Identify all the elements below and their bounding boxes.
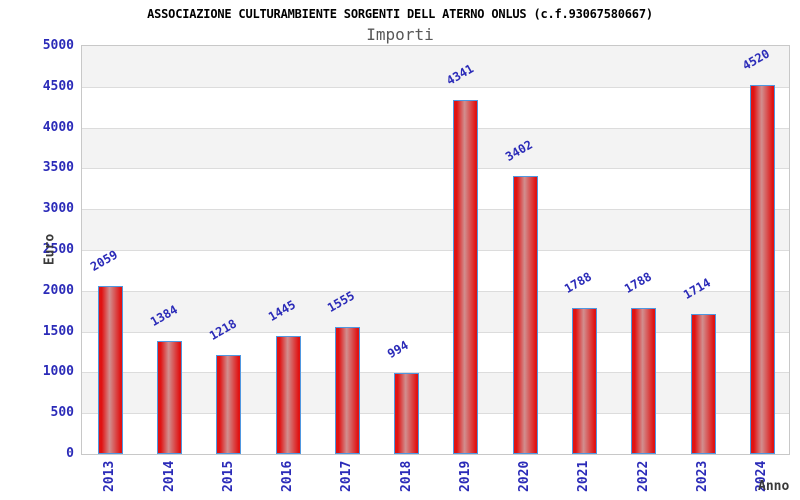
y-tick-label: 4000 (42, 119, 74, 135)
y-tick-label: 5000 (42, 38, 74, 53)
grid-band (82, 250, 789, 291)
x-tick-label: 2016 (280, 460, 295, 492)
x-tick-label: 2020 (517, 460, 532, 492)
x-tick-label: 2018 (399, 460, 414, 492)
x-tick-label: 2017 (339, 460, 354, 492)
bar (157, 341, 182, 454)
bar (572, 308, 597, 454)
grid-band (82, 209, 789, 250)
bar (750, 85, 775, 454)
grid-band (82, 290, 789, 332)
bar (276, 336, 301, 454)
x-tick-label: 2021 (576, 460, 591, 492)
bar (691, 314, 716, 454)
grid-band (82, 372, 789, 414)
y-tick-label: 4500 (42, 78, 74, 94)
x-tick-label: 2015 (221, 460, 236, 492)
bar (453, 100, 478, 454)
y-tick-label: 1500 (42, 323, 74, 339)
y-tick-label: 2500 (42, 242, 74, 257)
x-axis-title: Anno (758, 479, 790, 494)
bar (216, 355, 241, 454)
y-tick-label: 1000 (42, 364, 74, 380)
bar (335, 327, 360, 454)
plot-area (81, 45, 790, 455)
y-axis-title: Euro (42, 233, 58, 266)
y-tick-label: 3000 (42, 201, 74, 217)
y-tick-label: 2000 (42, 282, 74, 298)
x-tick-label: 2023 (695, 460, 710, 492)
bar (513, 176, 538, 454)
grid-band (82, 86, 789, 128)
grid-band (82, 168, 789, 210)
y-tick-label: 3500 (42, 160, 74, 176)
grid-band (82, 127, 789, 169)
y-tick-label: 500 (50, 405, 74, 421)
bar (631, 308, 656, 454)
chart-subtitle: Importi (366, 25, 434, 44)
grid-band (82, 46, 789, 87)
bar (98, 286, 123, 454)
x-tick-label: 2022 (636, 460, 651, 492)
x-tick-label: 2019 (458, 460, 473, 492)
grid-band (82, 331, 789, 373)
chart-title: ASSOCIAZIONE CULTURAMBIENTE SORGENTI DEL… (147, 7, 653, 21)
x-tick-label: 2014 (162, 460, 177, 492)
x-tick-label: 2013 (102, 460, 117, 492)
bar (394, 373, 419, 454)
y-tick-label: 0 (66, 446, 74, 461)
grid-band (82, 413, 789, 454)
